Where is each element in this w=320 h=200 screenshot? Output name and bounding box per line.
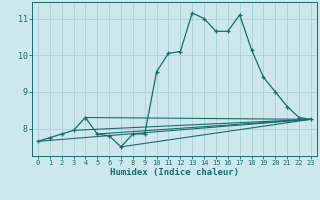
X-axis label: Humidex (Indice chaleur): Humidex (Indice chaleur) [110,168,239,177]
